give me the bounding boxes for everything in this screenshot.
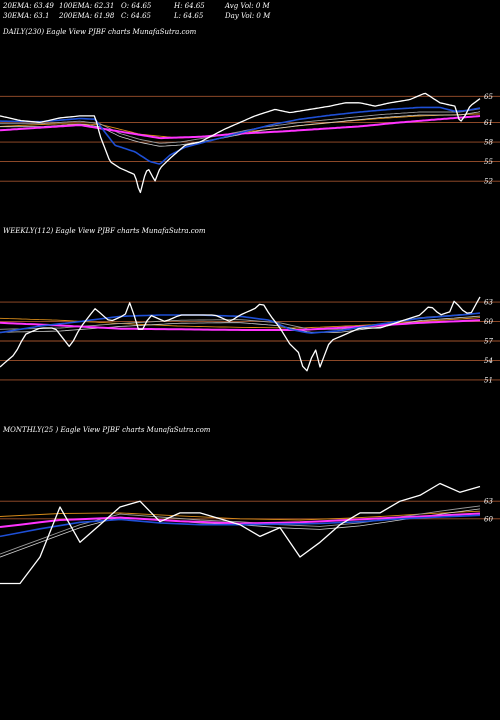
- stat-low: L: 64.65: [174, 12, 204, 20]
- daily-chart: DAILY(230) Eagle View PJBF charts Munafa…: [0, 28, 500, 194]
- stat-30ema: 30EMA: 63.1: [3, 12, 50, 20]
- y-tick-label: 57: [484, 338, 493, 346]
- price-line: [0, 296, 481, 372]
- y-tick-label: 60: [484, 318, 493, 326]
- weekly-chart-title: WEEKLY(112) Eagle View PJBF charts Munaf…: [3, 227, 206, 235]
- stat-open: O: 64.65: [121, 2, 152, 10]
- stat-close: C: 64.65: [121, 12, 151, 20]
- y-tick-label: 63: [484, 498, 493, 506]
- ema-gray-line: [0, 108, 481, 144]
- ema-fast-line: [0, 106, 481, 165]
- ema-orange-line: [0, 510, 481, 521]
- y-tick-label: 58: [484, 139, 493, 147]
- y-tick-label: 52: [484, 178, 493, 186]
- ema-slow-line: [0, 319, 481, 331]
- y-tick-label: 55: [484, 158, 493, 166]
- y-tick-label: 63: [484, 299, 493, 307]
- stat-20ema: 20EMA: 63.49: [3, 2, 54, 10]
- y-tick-label: 60: [484, 515, 493, 523]
- price-line: [0, 482, 481, 585]
- y-tick-label: 61: [484, 119, 493, 127]
- weekly-chart: WEEKLY(112) Eagle View PJBF charts Munaf…: [0, 227, 500, 384]
- stat-high: H: 64.65: [174, 2, 205, 10]
- y-tick-label: 51: [484, 376, 493, 384]
- stat-day-vol: Day Vol: 0 M: [225, 12, 271, 20]
- monthly-chart-title: MONTHLY(25 ) Eagle View PJBF charts Muna…: [2, 426, 211, 434]
- stat-200ema: 200EMA: 61.98: [59, 12, 115, 20]
- monthly-chart: MONTHLY(25 ) Eagle View PJBF charts Muna…: [0, 426, 500, 585]
- y-tick-label: 54: [484, 357, 493, 365]
- y-tick-label: 65: [484, 93, 493, 101]
- stat-100ema: 100EMA: 62.31: [59, 2, 115, 10]
- daily-chart-title: DAILY(230) Eagle View PJBF charts Munafa…: [2, 28, 197, 36]
- price-line: [0, 92, 481, 194]
- stat-avg-vol: Avg Vol: 0 M: [225, 2, 270, 10]
- ema-slow-line: [0, 512, 481, 528]
